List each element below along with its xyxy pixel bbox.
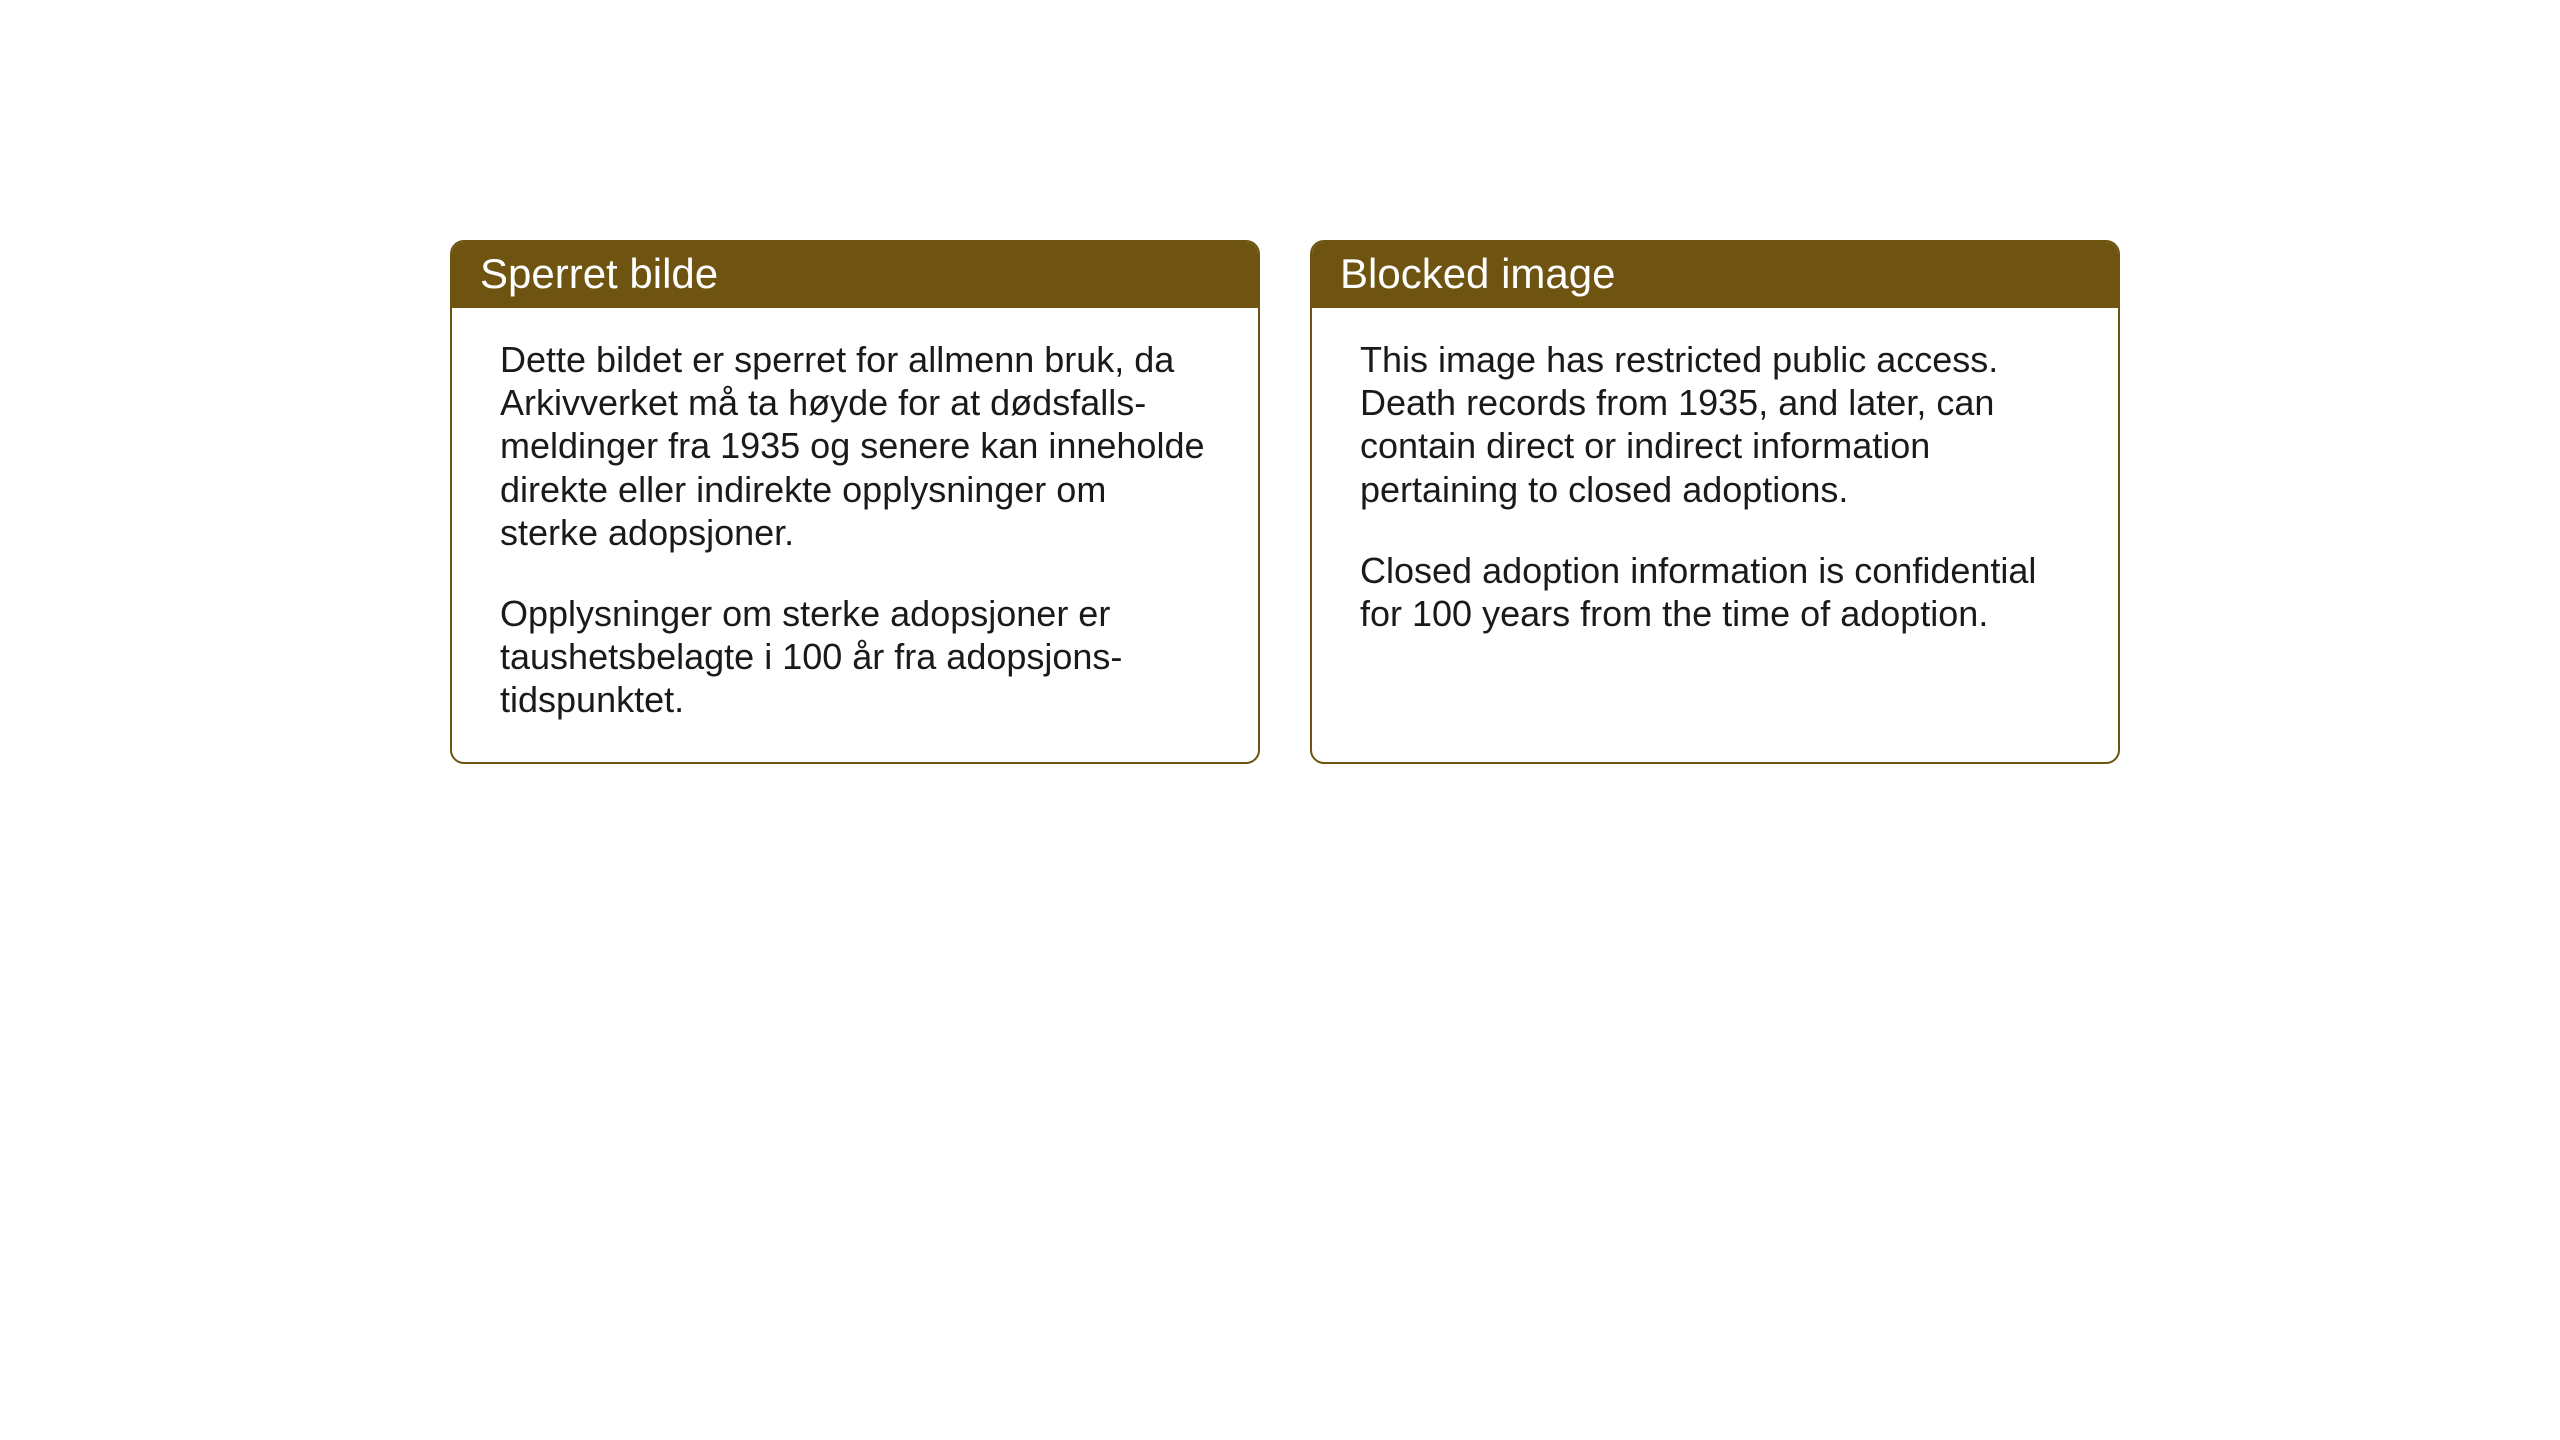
card-title: Blocked image [1340, 250, 1615, 297]
card-header-norwegian: Sperret bilde [452, 242, 1258, 308]
card-paragraph: Opplysninger om sterke adopsjoner er tau… [500, 592, 1210, 722]
card-header-english: Blocked image [1312, 242, 2118, 308]
card-paragraph: Closed adoption information is confident… [1360, 549, 2070, 635]
card-body-norwegian: Dette bildet er sperret for allmenn bruk… [452, 308, 1258, 762]
card-title: Sperret bilde [480, 250, 718, 297]
card-body-english: This image has restricted public access.… [1312, 308, 2118, 748]
notice-card-norwegian: Sperret bilde Dette bildet er sperret fo… [450, 240, 1260, 764]
notice-card-english: Blocked image This image has restricted … [1310, 240, 2120, 764]
card-paragraph: Dette bildet er sperret for allmenn bruk… [500, 338, 1210, 554]
card-paragraph: This image has restricted public access.… [1360, 338, 2070, 511]
notice-container: Sperret bilde Dette bildet er sperret fo… [0, 0, 2560, 764]
